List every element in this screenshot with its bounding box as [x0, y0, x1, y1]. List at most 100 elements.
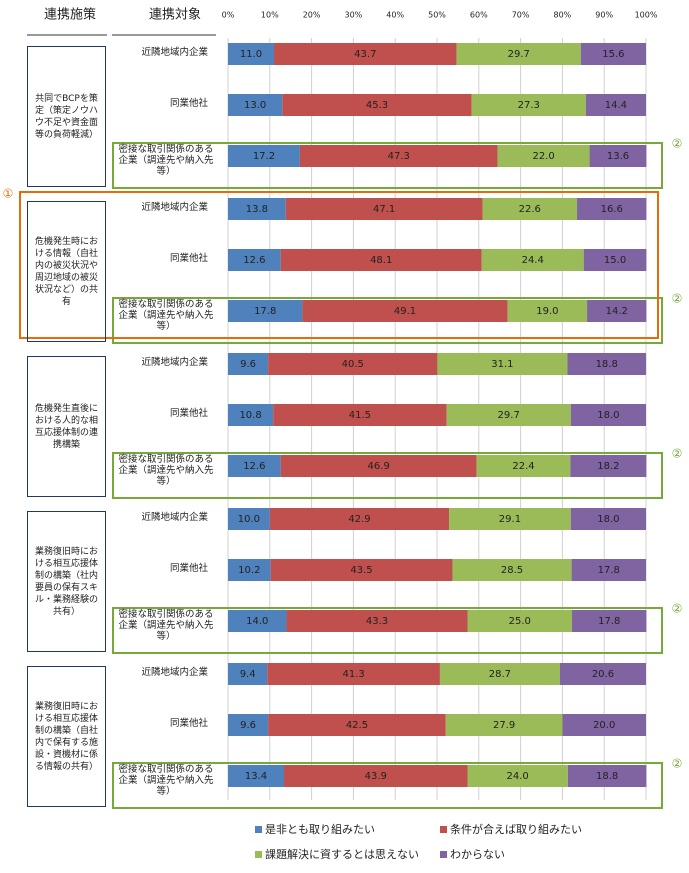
- value-label: 15.6: [602, 49, 624, 60]
- bar-segment: [228, 145, 300, 167]
- annotation: ②: [672, 447, 683, 461]
- category-label: 密接な取引関係のある企業（調達先や納入先等）: [118, 609, 214, 642]
- value-label: 43.7: [354, 49, 376, 60]
- bar-segment: [228, 94, 283, 116]
- value-label: 27.3: [518, 100, 540, 111]
- bar-segment: [228, 43, 274, 65]
- value-label: 18.2: [597, 461, 619, 472]
- value-label: 12.6: [243, 461, 265, 472]
- value-label: 17.2: [253, 151, 275, 162]
- bar-segment: [439, 663, 560, 685]
- highlight-box: [112, 607, 663, 654]
- bar-segment: [476, 455, 571, 477]
- bar-segment: [228, 714, 269, 736]
- bar-segment: [228, 353, 269, 375]
- value-label: 22.6: [519, 204, 541, 215]
- value-label: 24.0: [507, 771, 529, 782]
- value-label: 18.8: [596, 771, 618, 782]
- bar-segment: [497, 145, 590, 167]
- value-label: 17.8: [598, 616, 620, 627]
- value-label: 9.6: [240, 359, 256, 370]
- highlight-box: [19, 191, 659, 339]
- bar-segment: [268, 714, 446, 736]
- bar-segment: [280, 249, 482, 271]
- category-label: 同業他社: [169, 253, 208, 264]
- value-label: 49.1: [394, 306, 416, 317]
- value-label: 48.1: [370, 255, 392, 266]
- bar-segment: [228, 198, 286, 220]
- value-label: 14.0: [246, 616, 268, 627]
- bar-segment: [567, 353, 646, 375]
- bar-segment: [452, 559, 572, 581]
- legend-label: 課題解決に資するとは思えない: [265, 847, 419, 861]
- bar-segment: [268, 353, 438, 375]
- value-label: 22.0: [532, 151, 554, 162]
- value-label: 10.0: [238, 514, 260, 525]
- x-tick-label: 90%: [595, 11, 613, 20]
- bar-segment: [585, 94, 646, 116]
- value-label: 43.9: [365, 771, 387, 782]
- bar-segment: [482, 198, 578, 220]
- bar-segment: [445, 714, 563, 736]
- value-label: 29.1: [499, 514, 521, 525]
- bar-segment: [559, 663, 646, 685]
- value-label: 22.4: [512, 461, 534, 472]
- group-label: 危機発生直後における人的な相互応援体制の連携構築: [27, 356, 106, 497]
- bar-segment: [570, 455, 647, 477]
- annotation: ②: [672, 137, 683, 151]
- value-label: 40.5: [342, 359, 364, 370]
- value-label: 47.3: [388, 151, 410, 162]
- value-label: 9.4: [240, 669, 256, 680]
- value-label: 18.0: [597, 410, 619, 421]
- value-label: 47.1: [373, 204, 395, 215]
- bar-segment: [567, 765, 647, 787]
- bar-segment: [273, 43, 457, 65]
- category-label: 近隣地域内企業: [141, 512, 208, 523]
- value-label: 20.0: [593, 720, 615, 731]
- x-tick-label: 20%: [303, 11, 321, 20]
- annotation: ②: [672, 292, 683, 306]
- bar-segment: [269, 508, 450, 530]
- value-label: 17.8: [598, 565, 620, 576]
- value-label: 13.6: [607, 151, 629, 162]
- bar-segment: [273, 404, 447, 426]
- value-label: 29.7: [498, 410, 520, 421]
- value-label: 19.0: [536, 306, 558, 317]
- bar-segment: [228, 559, 271, 581]
- x-tick-label: 60%: [470, 11, 488, 20]
- bar-segment: [571, 559, 646, 581]
- highlight-box: [112, 762, 663, 809]
- value-label: 9.6: [240, 720, 256, 731]
- value-label: 43.5: [350, 565, 372, 576]
- value-label: 46.9: [368, 461, 390, 472]
- value-label: 43.3: [366, 616, 388, 627]
- highlight-box: [112, 452, 663, 499]
- x-tick-label: 0%: [222, 11, 235, 20]
- bar-segment: [228, 765, 285, 787]
- bar-segment: [572, 610, 647, 632]
- highlight-box: [112, 297, 663, 344]
- category-label: 同業他社: [169, 98, 208, 109]
- value-label: 25.0: [509, 616, 531, 627]
- bar-segment: [284, 765, 468, 787]
- x-tick-label: 40%: [386, 11, 404, 20]
- bar-segment: [282, 94, 472, 116]
- bar-segment: [580, 43, 646, 65]
- value-label: 14.4: [605, 100, 627, 111]
- value-label: 13.4: [245, 771, 267, 782]
- bar-segment: [267, 663, 440, 685]
- bar-segment: [570, 404, 646, 426]
- bar-segment: [228, 300, 303, 322]
- bar-segment: [228, 249, 281, 271]
- bar-segment: [467, 765, 568, 787]
- value-label: 42.5: [346, 720, 368, 731]
- value-label: 29.7: [508, 49, 530, 60]
- value-label: 13.0: [244, 100, 266, 111]
- value-label: 42.9: [348, 514, 370, 525]
- value-label: 13.8: [246, 204, 268, 215]
- bar-segment: [456, 43, 581, 65]
- bar-segment: [507, 300, 588, 322]
- column-header: 連携施策: [44, 7, 96, 23]
- bar-segment: [481, 249, 584, 271]
